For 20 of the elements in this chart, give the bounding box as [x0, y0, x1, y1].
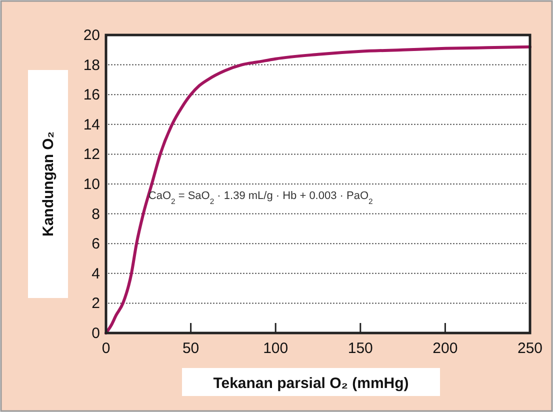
x-tick-label: 100 — [263, 340, 288, 357]
y-axis-title: Kandungan O₂ — [40, 132, 57, 236]
y-tick-label: 12 — [83, 146, 100, 164]
y-tick-label: 8 — [92, 206, 100, 223]
y-tick-label: 4 — [92, 265, 100, 282]
y-tick-label: 20 — [83, 27, 100, 44]
x-axis-title: Tekanan parsial O₂ (mmHg) — [213, 375, 409, 392]
line-series — [104, 45, 532, 334]
y-tick-label: 14 — [83, 116, 100, 134]
y-tick-label: 0 — [92, 325, 100, 342]
y-tick-label: 16 — [83, 86, 100, 104]
x-tick-label: 50 — [182, 340, 200, 357]
x-tick-label: 250 — [517, 340, 543, 357]
x-tick-label: 200 — [432, 340, 458, 357]
y-tick-label: 6 — [92, 236, 100, 253]
x-tick-label: 150 — [348, 340, 373, 357]
y-tick-label: 18 — [83, 56, 100, 74]
y-tick-label: 10 — [83, 176, 100, 193]
y-tick-label: 2 — [92, 295, 100, 312]
annotation: CaO$_{2}$ = SaO$_{2}$ · 1.39 mL/g · Hb + 0.003 · PaO$_{2}$ — [148, 190, 373, 206]
